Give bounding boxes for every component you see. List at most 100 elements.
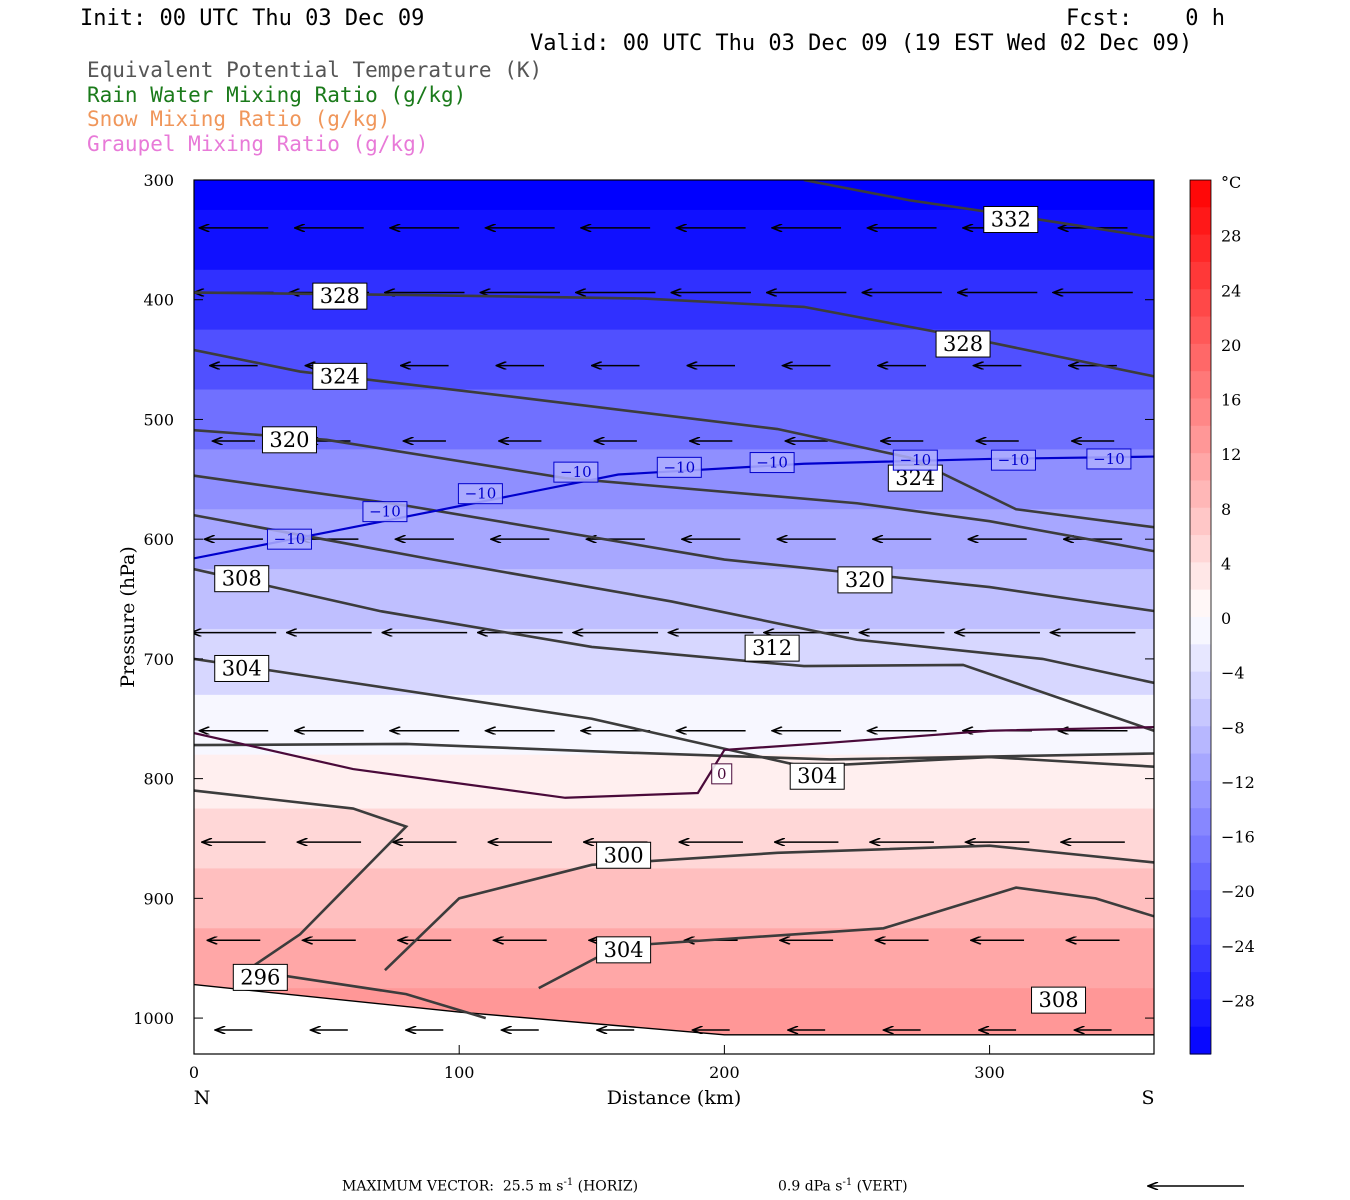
colorbar-swatch [1190,644,1211,673]
colorbar-swatch [1190,234,1211,263]
isotherm [194,455,1154,560]
temperature-fill [194,180,1154,1054]
theta-e-label: 304 [797,764,837,788]
colorbar-tick-label: −4 [1221,664,1245,683]
field-graupel-mixing-ratio: Graupel Mixing Ratio (g/kg) [87,132,429,156]
colorbar-tick-label: −12 [1221,773,1255,792]
theta-e-contour [194,513,1154,685]
theta-e-label: 300 [604,843,644,867]
theta-e-contours [194,180,1154,1020]
isotherm [194,726,1154,799]
isotherm-label: −10 [899,451,931,469]
temp-band [194,694,1154,756]
theta-e-label-box [312,362,368,390]
temp-band [194,754,1154,810]
isotherm-label: −10 [465,485,497,503]
isotherm-label-box [656,456,702,478]
valid-time: Valid: 00 UTC Thu 03 Dec 09 (19 EST Wed … [530,31,1193,56]
colorbar: 28 24 20 16 12 8 4 0 −4 −8 −12 −16 −20 −24 −28 [1189,179,1255,1055]
y-tick-label: 700 [143,650,174,669]
colorbar-tick-label: 12 [1221,445,1241,464]
theta-e-label: 332 [991,208,1031,232]
colorbar-tick-label: −16 [1221,828,1255,847]
colorbar-swatch [1190,398,1211,427]
theta-e-contour [194,348,1154,529]
isotherms [194,455,1154,799]
isotherm-label-box [711,763,733,785]
isotherm-label-box [553,461,599,483]
theta-e-label-box [232,963,288,991]
theta-e-label-box [596,841,652,869]
theta-e-label: 308 [1038,988,1078,1012]
forecast-hour: Fcst: 0 h [1066,6,1225,31]
horiz-unit: (HORIZ) [577,1178,639,1195]
colorbar-swatch [1190,808,1211,837]
horiz-exponent: -1 [563,1177,574,1188]
y-tick-label: 500 [143,410,174,429]
colorbar-swatch [1190,589,1211,618]
colorbar-swatch [1190,562,1211,591]
y-tick-label: 900 [143,889,174,908]
theta-e-label-box [261,426,317,454]
colorbar-unit: °C [1221,173,1241,192]
colorbar-tick-label: 8 [1221,500,1231,519]
theta-e-label: 328 [320,284,360,308]
theta-e-label: 320 [269,428,309,452]
theta-e-label-box [596,936,652,964]
surface-line [194,983,1154,1036]
isotherm-label: −10 [998,451,1030,469]
colorbar-swatch [1190,780,1211,809]
north-end-label: N [194,1087,211,1109]
colorbar-swatch [1190,862,1211,891]
theta-e-label: 320 [845,568,885,592]
isotherm-label-box [266,528,312,550]
colorbar-swatch [1190,972,1211,1000]
isotherm-label: −10 [663,458,695,476]
plot-frame [193,179,1155,1055]
isotherm-label: 0 [717,765,727,783]
isotherm-label: −10 [274,530,306,548]
footer-max-vector: MAXIMUM VECTOR: 25.5 m s-1 (HORIZ) [342,1177,638,1195]
isotherm-label: −10 [560,463,592,481]
isotherm-label-box [1086,448,1132,470]
theta-e-label: 308 [222,567,262,591]
x-tick-label: 0 [189,1063,199,1082]
isotherm-label: −10 [756,454,788,472]
theta-e-contour [194,742,1154,761]
theta-e-contour [384,844,1154,972]
colorbar-tick-label: −24 [1221,937,1255,956]
colorbar-tick-label: 16 [1221,391,1241,410]
theta-e-label-box [214,654,270,682]
colorbar-tick-label: 4 [1221,554,1231,573]
colorbar-swatch [1190,726,1211,755]
isotherm-label: −10 [1093,450,1125,468]
footer-vert-vector: 0.9 dPa s-1 (VERT) [778,1177,908,1195]
field-rain-water-mixing-ratio: Rain Water Mixing Ratio (g/kg) [87,83,467,107]
contour-labels: 3323283283243243203203123083043043002963… [214,206,1132,1014]
theta-e-contour [194,474,1154,613]
theta-e-label: 304 [222,656,262,680]
y-tick-label: 300 [143,171,174,190]
colorbar-swatch [1190,753,1211,782]
colorbar-swatch [1190,698,1211,727]
x-tick-label: 100 [444,1063,475,1082]
theta-e-label: 296 [240,965,280,989]
theta-e-label-box [983,206,1039,234]
colorbar-swatch [1190,207,1211,236]
temp-band [194,928,1154,990]
colorbar-swatch [1190,507,1211,536]
colorbar-swatch [1190,890,1211,919]
field-equivalent-potential-temperature: Equivalent Potential Temperature (K) [87,58,543,82]
theta-e-contour [803,180,1154,239]
colorbar-swatch [1190,261,1211,290]
isotherm-label-box [990,449,1036,471]
isotherm-label-box [362,501,408,523]
colorbar-tick-label: 24 [1221,281,1241,300]
colorbar-swatch [1190,180,1211,208]
colorbar-swatch [1190,371,1211,400]
isotherm-label-box [892,449,938,471]
temp-band [194,180,1154,211]
colorbar-swatch [1190,480,1211,509]
isotherm-label-box [749,452,795,474]
